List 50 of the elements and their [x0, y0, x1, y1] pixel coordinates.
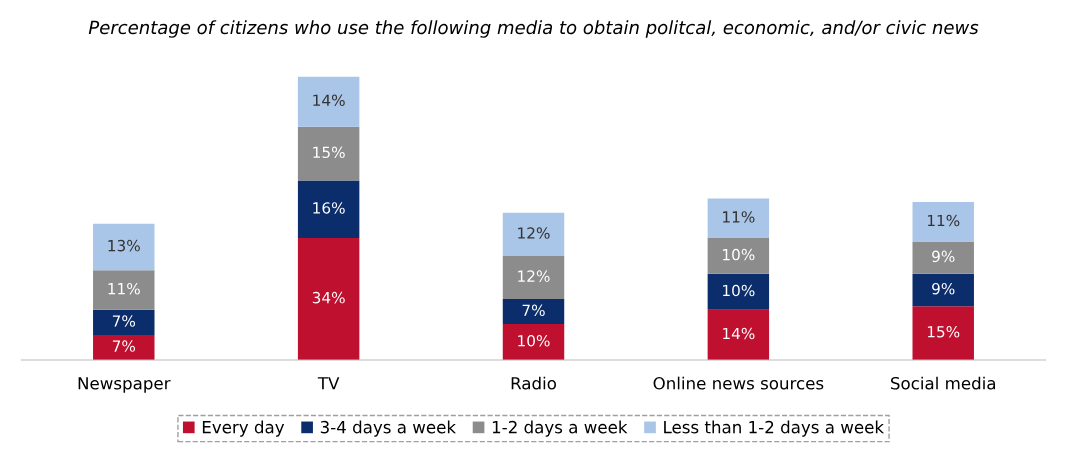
bar [502, 324, 565, 360]
bar [707, 198, 770, 238]
data-label: 15% [313, 146, 345, 159]
data-label: 9% [932, 250, 955, 263]
data-label: 12% [518, 227, 550, 239]
data-label: 9% [932, 282, 955, 295]
data-label: 10% [518, 334, 550, 347]
data-label: 14% [723, 327, 755, 340]
data-label: 13% [108, 239, 140, 252]
x-tick-label: TV [317, 377, 340, 390]
bar [502, 255, 565, 299]
bar [912, 202, 974, 242]
bar [912, 241, 974, 274]
bar [93, 223, 155, 271]
bar [912, 306, 974, 360]
bar [912, 273, 974, 307]
data-label: 7% [522, 304, 545, 316]
data-label: 11% [723, 211, 755, 223]
data-label: 7% [112, 340, 136, 352]
data-label: 16% [313, 202, 345, 214]
x-tick-label: Radio [511, 376, 556, 390]
bar [297, 237, 360, 360]
bar [502, 298, 565, 325]
bar [297, 180, 360, 238]
bar [93, 270, 155, 310]
legend-label: 3-4 days a week [320, 420, 457, 437]
data-label: 11% [108, 282, 140, 295]
data-label: 10% [723, 284, 755, 297]
bar [707, 237, 770, 274]
legend-label: Less than 1-2 days a week [664, 420, 885, 437]
bar [297, 76, 360, 127]
bar [93, 309, 155, 335]
data-label: 11% [927, 214, 960, 227]
x-tick-label: Online news sources [653, 376, 824, 390]
data-label: 34% [312, 291, 345, 304]
bar [707, 309, 770, 360]
bar [297, 126, 360, 181]
data-label: 7% [112, 315, 136, 327]
data-label: 14% [313, 94, 345, 107]
x-tick-label: Newspaper [78, 377, 171, 393]
legend-label: 1-2 days a week [492, 420, 628, 437]
bar [93, 334, 155, 360]
data-label: 12% [518, 270, 550, 282]
data-label: 15% [927, 325, 960, 338]
bar [707, 273, 770, 310]
x-tick-label: Social media [891, 376, 996, 390]
bar [502, 212, 565, 256]
legend-label: Every day [202, 420, 285, 437]
chart-title: Percentage of citizens who use the following media to obtain politcal, economic, and/or civic news [88, 20, 979, 38]
data-label: 10% [723, 248, 755, 261]
